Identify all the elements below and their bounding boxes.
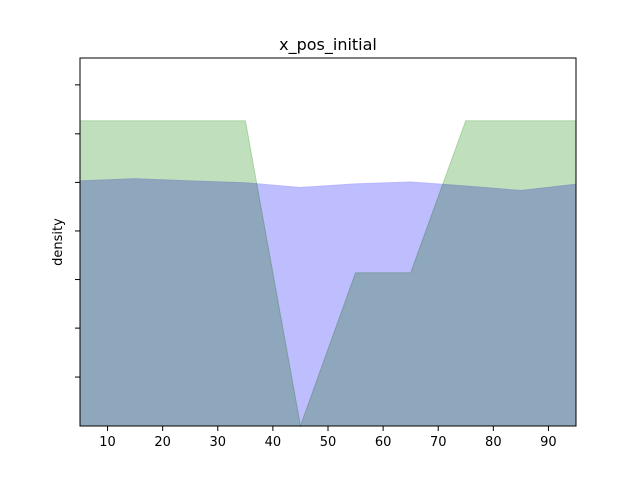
x-tick-label: 90 <box>540 435 557 450</box>
x-tick-label: 70 <box>430 435 447 450</box>
chart-title: x_pos_initial <box>279 35 377 55</box>
x-tick-label: 10 <box>99 435 116 450</box>
y-axis-ticks <box>75 84 80 378</box>
x-tick-label: 80 <box>485 435 502 450</box>
area-series-group <box>79 120 577 428</box>
x-tick-label: 20 <box>154 435 171 450</box>
x-tick-label: 60 <box>375 435 392 450</box>
y-axis-label: density <box>51 218 66 266</box>
x-tick-label: 40 <box>265 435 282 450</box>
x-tick-label: 50 <box>320 435 337 450</box>
area-series-2 <box>79 178 577 427</box>
x-tick-label: 30 <box>210 435 227 450</box>
x-axis-ticks: 10 20 30 40 50 60 70 80 90 <box>99 426 557 450</box>
plot-frame <box>79 57 577 427</box>
